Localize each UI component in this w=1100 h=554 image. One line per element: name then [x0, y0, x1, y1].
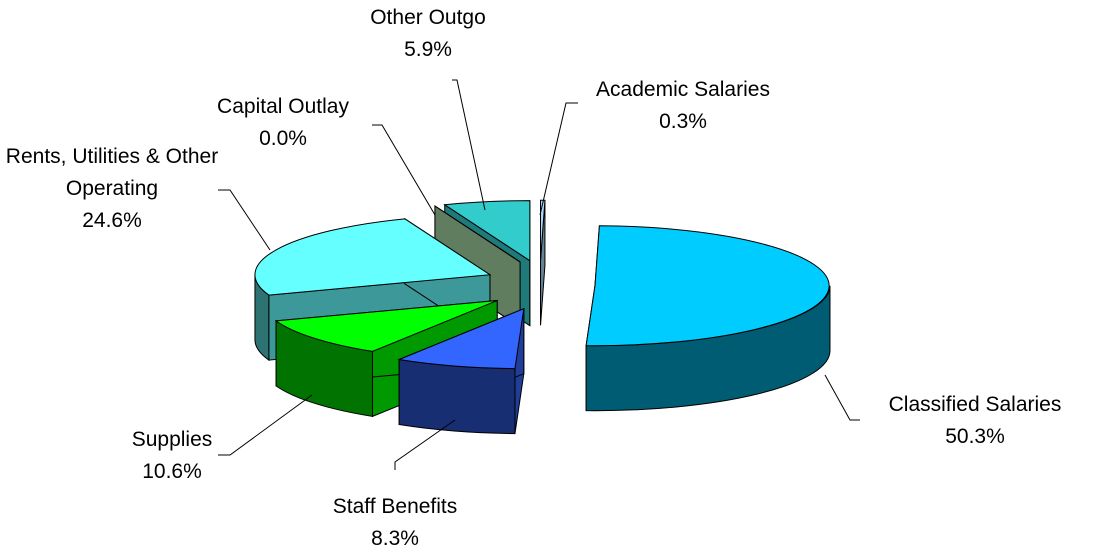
slice-value: 5.9%: [404, 38, 452, 61]
slice-top: [274, 300, 498, 352]
leader-line: [218, 394, 313, 456]
slice-label: Staff Benefits 8.3%: [333, 491, 458, 554]
slice-name: Rents, Utilities & Other Operating: [5, 145, 219, 200]
leader-line: [218, 189, 271, 251]
leader-line: [394, 419, 456, 470]
slice-value: 8.3%: [371, 527, 419, 550]
leader-line: [824, 374, 860, 421]
slice-value: 24.6%: [82, 209, 142, 232]
leader-line: [539, 102, 578, 216]
leader-line: [452, 79, 486, 211]
slice-top: [443, 200, 531, 262]
slice-label: Classified Salaries 50.3%: [889, 389, 1062, 453]
slice-name: Supplies: [131, 428, 213, 451]
slice-name: Staff Benefits: [332, 495, 458, 518]
slice-top: [540, 199, 546, 261]
slice: [585, 225, 831, 412]
slice: [254, 217, 492, 362]
slice-top: [397, 307, 525, 370]
slice-value: 10.6%: [142, 460, 202, 483]
slice: [397, 307, 525, 435]
slice-top: [434, 205, 521, 263]
slice-top: [254, 218, 492, 296]
leader-line: [372, 124, 436, 216]
slice-name: Capital Outlay: [217, 95, 349, 118]
slice-value: 0.3%: [659, 110, 707, 133]
slice-name: Academic Salaries: [596, 78, 770, 101]
slice-label: Capital Outlay 0.0%: [217, 91, 349, 155]
slice-label: Other Outgo 5.9%: [370, 2, 486, 66]
slice-label: Supplies 10.6%: [132, 424, 213, 488]
slice-outer-wall: [398, 358, 516, 435]
slice-label: Rents, Utilities & Other Operating 24.6%: [5, 141, 220, 237]
slice: [540, 199, 546, 326]
slice-label: Academic Salaries 0.3%: [596, 74, 770, 138]
slice-value: 0.0%: [259, 127, 307, 150]
slice-value: 50.3%: [945, 425, 1005, 448]
slice-name: Classified Salaries: [888, 393, 1062, 416]
slice-top: [585, 225, 830, 347]
slice-name: Other Outgo: [370, 6, 486, 29]
